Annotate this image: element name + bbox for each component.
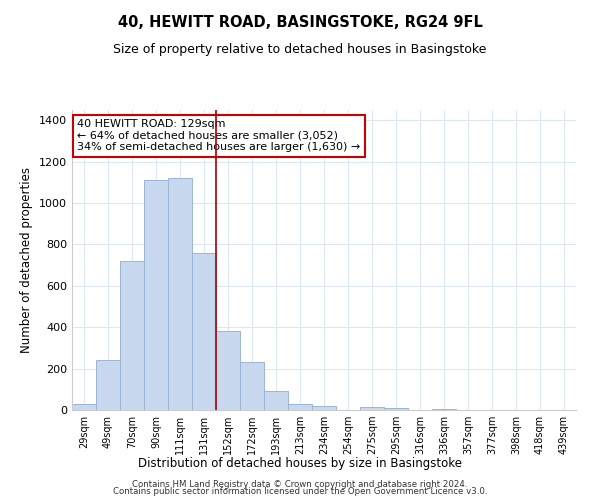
- Text: Size of property relative to detached houses in Basingstoke: Size of property relative to detached ho…: [113, 42, 487, 56]
- Bar: [216, 332, 240, 410]
- Bar: [72, 404, 96, 410]
- Y-axis label: Number of detached properties: Number of detached properties: [20, 167, 34, 353]
- Bar: [360, 407, 384, 410]
- Bar: [312, 406, 336, 410]
- Bar: [432, 409, 456, 410]
- Bar: [144, 180, 168, 410]
- Text: Contains HM Land Registry data © Crown copyright and database right 2024.: Contains HM Land Registry data © Crown c…: [132, 480, 468, 489]
- Bar: [96, 360, 120, 410]
- Bar: [384, 408, 408, 410]
- Bar: [264, 392, 288, 410]
- Bar: [120, 261, 144, 410]
- Bar: [240, 362, 264, 410]
- Bar: [288, 404, 312, 410]
- Text: 40, HEWITT ROAD, BASINGSTOKE, RG24 9FL: 40, HEWITT ROAD, BASINGSTOKE, RG24 9FL: [118, 15, 482, 30]
- Text: Contains public sector information licensed under the Open Government Licence v3: Contains public sector information licen…: [113, 488, 487, 496]
- Text: Distribution of detached houses by size in Basingstoke: Distribution of detached houses by size …: [138, 458, 462, 470]
- Bar: [192, 253, 216, 410]
- Text: 40 HEWITT ROAD: 129sqm
← 64% of detached houses are smaller (3,052)
34% of semi-: 40 HEWITT ROAD: 129sqm ← 64% of detached…: [77, 119, 360, 152]
- Bar: [168, 178, 192, 410]
